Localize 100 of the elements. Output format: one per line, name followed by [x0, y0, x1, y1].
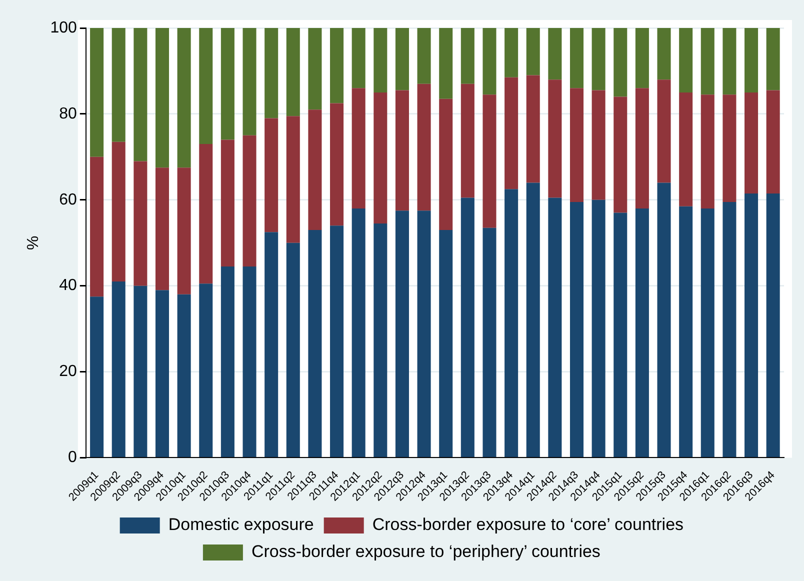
bar — [592, 28, 606, 90]
bar — [395, 28, 409, 90]
bar — [330, 226, 344, 457]
bar — [722, 202, 736, 457]
bar — [614, 28, 628, 97]
bar — [90, 156, 104, 297]
bar — [155, 168, 170, 290]
bar — [657, 28, 671, 80]
bar — [460, 28, 474, 84]
bar — [417, 28, 431, 84]
bar — [199, 144, 213, 284]
bar — [330, 28, 344, 104]
bar — [134, 28, 148, 162]
bar — [635, 28, 649, 88]
bar — [242, 28, 256, 136]
bar — [155, 28, 170, 168]
bar — [220, 266, 234, 457]
bar — [112, 28, 126, 142]
bar — [700, 94, 714, 208]
bar — [112, 142, 126, 282]
bar — [592, 200, 606, 457]
bar — [220, 140, 234, 266]
bar — [134, 286, 148, 457]
bar — [395, 90, 409, 211]
bar — [90, 296, 104, 457]
y-tick-label: 100 — [50, 19, 77, 36]
bar — [177, 168, 191, 294]
bar — [199, 28, 213, 144]
bar — [460, 84, 474, 198]
bar — [570, 202, 584, 457]
bar — [177, 28, 191, 168]
bar — [352, 88, 366, 208]
bar — [614, 96, 628, 213]
bar — [134, 161, 148, 286]
bar — [374, 28, 388, 92]
bar — [264, 232, 278, 457]
bar — [526, 28, 540, 76]
legend-label: Domestic exposure — [168, 515, 314, 534]
bar — [548, 28, 562, 80]
y-tick-label: 20 — [59, 363, 77, 380]
bar — [177, 294, 191, 457]
bar — [439, 98, 453, 230]
bar — [700, 28, 714, 95]
bar — [439, 230, 453, 457]
bar — [722, 94, 736, 202]
bar — [264, 28, 278, 118]
bar — [352, 28, 366, 88]
bar — [722, 28, 736, 95]
bar — [482, 94, 496, 228]
bar — [614, 212, 628, 457]
bar — [264, 118, 278, 232]
bar — [570, 88, 584, 202]
bar — [679, 92, 693, 206]
bar — [417, 84, 431, 211]
legend-label: Cross-border exposure to ‘core’ countries — [372, 515, 684, 534]
legend-label: Cross-border exposure to ‘periphery’ countries — [251, 542, 600, 562]
bar — [286, 242, 300, 457]
bar — [374, 224, 388, 457]
bar — [548, 198, 562, 457]
bar — [504, 189, 518, 457]
bar — [744, 92, 758, 194]
bar — [679, 206, 693, 457]
bar — [526, 75, 540, 183]
bar — [417, 210, 431, 457]
bar — [330, 103, 344, 226]
bar — [679, 28, 693, 92]
bar — [504, 77, 518, 190]
bar — [548, 80, 562, 198]
bar — [570, 28, 584, 88]
bar — [482, 228, 496, 457]
bar — [374, 92, 388, 224]
bar — [112, 282, 126, 457]
y-tick-label: 60 — [59, 191, 77, 208]
bar — [286, 116, 300, 243]
bar — [460, 198, 474, 457]
bar — [766, 193, 780, 457]
bar — [657, 182, 671, 457]
bar — [220, 28, 234, 140]
bar — [242, 266, 256, 457]
y-tick-label: 0 — [68, 449, 77, 466]
bar — [635, 88, 649, 208]
bar — [744, 193, 758, 457]
bar — [90, 28, 104, 157]
bar — [766, 90, 780, 194]
bar — [439, 28, 453, 99]
bar — [199, 284, 213, 457]
bar — [308, 28, 322, 110]
bar — [308, 230, 322, 457]
bar — [352, 208, 366, 457]
bar — [482, 28, 496, 95]
bar — [242, 135, 256, 266]
bar — [286, 28, 300, 116]
bar — [526, 182, 540, 457]
y-tick-label: 80 — [59, 105, 77, 122]
bar — [504, 28, 518, 78]
bar — [308, 110, 322, 230]
bar — [700, 208, 714, 457]
bar — [657, 80, 671, 183]
bar — [744, 28, 758, 92]
bar — [155, 290, 170, 457]
